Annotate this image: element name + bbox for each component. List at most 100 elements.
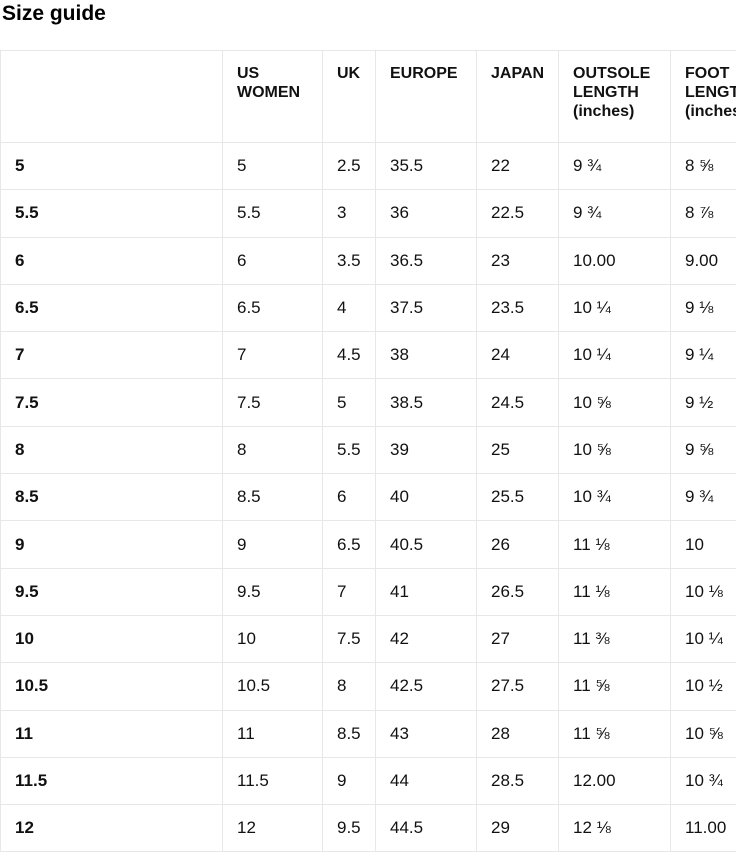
table-cell: 36.5	[375, 236, 477, 285]
header-row: US WOMEN UK EUROPE JAPAN OUTSOLE LENGTH …	[0, 50, 736, 143]
table-cell: 29	[476, 804, 559, 853]
table-cell: 44	[375, 756, 477, 806]
table-cell: 10.00	[558, 236, 671, 285]
table-cell: 23.5	[476, 283, 559, 333]
table-cell: 10	[670, 520, 736, 569]
table-cell: 8.5	[322, 709, 376, 758]
table-cell: 11 ⅛	[558, 567, 671, 616]
table-cell: 9	[222, 520, 323, 569]
table-row: 10 10 7.5 42 27 11 ⅜ 10 ¼	[0, 614, 736, 664]
table-cell: 11 ⅜	[558, 614, 671, 664]
table-cell: 9 ⅛	[670, 283, 736, 333]
column-header-us-women: US WOMEN	[222, 50, 323, 143]
table-cell: 22	[476, 141, 559, 191]
table-cell: 35.5	[375, 141, 477, 191]
table-cell: 7.5	[322, 614, 376, 664]
row-label-cell: 9	[0, 520, 223, 569]
table-cell: 26.5	[476, 567, 559, 616]
table-cell: 7	[222, 331, 323, 380]
row-label-cell: 8.5	[0, 473, 223, 522]
table-cell: 10 ¼	[558, 331, 671, 380]
table-row: 11.5 11.5 9 44 28.5 12.00 10 ¾	[0, 756, 736, 806]
table-cell: 24	[476, 331, 559, 380]
table-cell: 28	[476, 709, 559, 758]
page-title: Size guide	[2, 2, 106, 25]
table-cell: 9.00	[670, 236, 736, 285]
table-cell: 26	[476, 520, 559, 569]
table-cell: 39	[375, 425, 477, 475]
table-cell: 8 ⅞	[670, 189, 736, 238]
table-cell: 24.5	[476, 378, 559, 427]
table-cell: 10 ¼	[558, 283, 671, 333]
table-cell: 40.5	[375, 520, 477, 569]
table-cell: 3.5	[322, 236, 376, 285]
table-cell: 5	[222, 141, 323, 191]
column-header-foot-length: FOOT LENGTH (inches)	[670, 50, 736, 143]
table-cell: 38	[375, 331, 477, 380]
table-cell: 38.5	[375, 378, 477, 427]
table-cell: 2.5	[322, 141, 376, 191]
table-cell: 9 ¾	[670, 473, 736, 522]
table-cell: 25	[476, 425, 559, 475]
table-cell: 11.5	[222, 756, 323, 806]
table-cell: 9 ¾	[558, 189, 671, 238]
column-header-blank	[0, 50, 223, 143]
table-cell: 25.5	[476, 473, 559, 522]
table-row: 9 9 6.5 40.5 26 11 ⅛ 10	[0, 520, 736, 569]
table-cell: 5	[322, 378, 376, 427]
table-cell: 6.5	[222, 283, 323, 333]
table-cell: 9.5	[222, 567, 323, 616]
table-cell: 27.5	[476, 662, 559, 711]
table-cell: 3	[322, 189, 376, 238]
table-cell: 6	[222, 236, 323, 285]
table-cell: 42	[375, 614, 477, 664]
table-cell: 8 ⅝	[670, 141, 736, 191]
table-cell: 7.5	[222, 378, 323, 427]
table-cell: 9	[322, 756, 376, 806]
row-label-cell: 10.5	[0, 662, 223, 711]
row-label-cell: 11.5	[0, 756, 223, 806]
row-label-cell: 8	[0, 425, 223, 475]
table-cell: 10.5	[222, 662, 323, 711]
table-row: 12 12 9.5 44.5 29 12 ⅛ 11.00	[0, 804, 736, 853]
table-cell: 9 ½	[670, 378, 736, 427]
row-label-cell: 6	[0, 236, 223, 285]
table-cell: 11 ⅛	[558, 520, 671, 569]
row-label-cell: 7	[0, 331, 223, 380]
table-cell: 37.5	[375, 283, 477, 333]
table-cell: 8.5	[222, 473, 323, 522]
table-cell: 9 ¼	[670, 331, 736, 380]
table-row: 11 11 8.5 43 28 11 ⅝ 10 ⅝	[0, 709, 736, 758]
table-cell: 6.5	[322, 520, 376, 569]
table-cell: 12.00	[558, 756, 671, 806]
table-cell: 42.5	[375, 662, 477, 711]
table-cell: 44.5	[375, 804, 477, 853]
table-cell: 9 ⅝	[670, 425, 736, 475]
table-cell: 23	[476, 236, 559, 285]
table-cell: 12 ⅛	[558, 804, 671, 853]
table-cell: 11	[222, 709, 323, 758]
table-row: 6 6 3.5 36.5 23 10.00 9.00	[0, 236, 736, 285]
table-cell: 11 ⅝	[558, 662, 671, 711]
table-cell: 43	[375, 709, 477, 758]
table-row: 10.5 10.5 8 42.5 27.5 11 ⅝ 10 ½	[0, 662, 736, 711]
table-cell: 40	[375, 473, 477, 522]
table-cell: 36	[375, 189, 477, 238]
table-cell: 10 ¾	[558, 473, 671, 522]
column-header-europe: EUROPE	[375, 50, 477, 143]
table-cell: 10 ½	[670, 662, 736, 711]
row-label-cell: 12	[0, 804, 223, 853]
table-cell: 8	[222, 425, 323, 475]
table-cell: 12	[222, 804, 323, 853]
table-cell: 11 ⅝	[558, 709, 671, 758]
table-cell: 10 ¾	[670, 756, 736, 806]
row-label-cell: 11	[0, 709, 223, 758]
table-cell: 10	[222, 614, 323, 664]
row-label-cell: 5	[0, 141, 223, 191]
